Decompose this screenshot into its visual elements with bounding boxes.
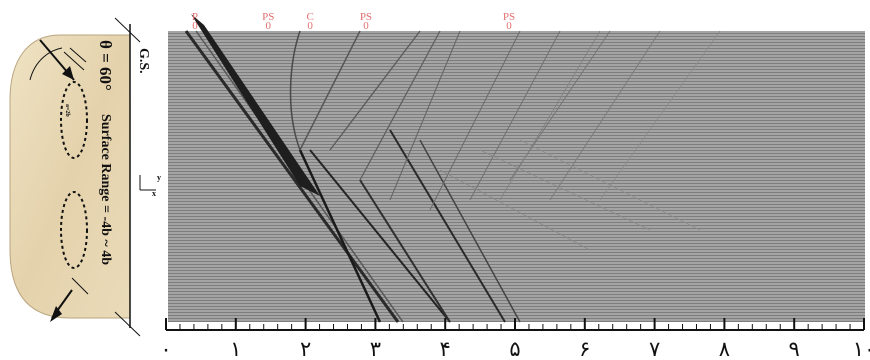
phase-label: PS: [262, 11, 274, 23]
tick-label: ۶: [579, 337, 590, 360]
cavity-spec-label: a=2b: [64, 104, 70, 117]
tick-label: ۱۰: [853, 337, 870, 360]
phase-subscript: 0: [363, 20, 369, 32]
tick-label: ۴: [440, 337, 451, 360]
tick-label: ۰: [160, 337, 171, 360]
incident-wave-arrow: [29, 39, 87, 81]
incidence-angle-label: θ = 60°: [96, 40, 115, 91]
tick-label: ۸: [719, 337, 730, 360]
wavefronts: [184, 14, 721, 323]
tick-label: ۷: [649, 337, 660, 360]
scattered-wave-arrow: [50, 277, 89, 322]
ground-surface-label: G.S.: [136, 48, 151, 74]
phase-label: C: [306, 11, 313, 23]
tick-label: ۳: [370, 337, 381, 360]
tick-label: ۹: [789, 337, 800, 360]
phase-subscript: 0: [265, 20, 271, 32]
tick-label: ۵: [509, 337, 520, 360]
cavity-top: [60, 81, 88, 159]
surface-range-label: Surface Range = -4b ~ 4b: [98, 114, 113, 265]
phase-subscript: 0: [506, 20, 512, 32]
geometry-inset: θ = 60° Surface Range = -4b ~ 4b G.S. a=…: [9, 17, 161, 337]
trace-field: [168, 31, 865, 322]
coordinate-axes: y x: [139, 173, 161, 198]
axis-x-label: x: [152, 189, 156, 198]
phase-subscript: 0: [307, 20, 313, 32]
phase-subscript: 0: [192, 20, 198, 32]
phase-label: PS: [360, 11, 372, 23]
tick-label: ۱: [230, 337, 241, 360]
phase-label: P: [192, 11, 198, 23]
cavity-bottom: [60, 191, 88, 269]
phase-label: PS: [503, 11, 515, 23]
time-axis: ۰ ۱ ۲ ۳ ۴ ۵ ۶ ۷ ۸ ۹ ۱۰: [160, 318, 870, 360]
axis-y-label: y: [157, 173, 161, 182]
tick-label: ۲: [300, 337, 311, 360]
